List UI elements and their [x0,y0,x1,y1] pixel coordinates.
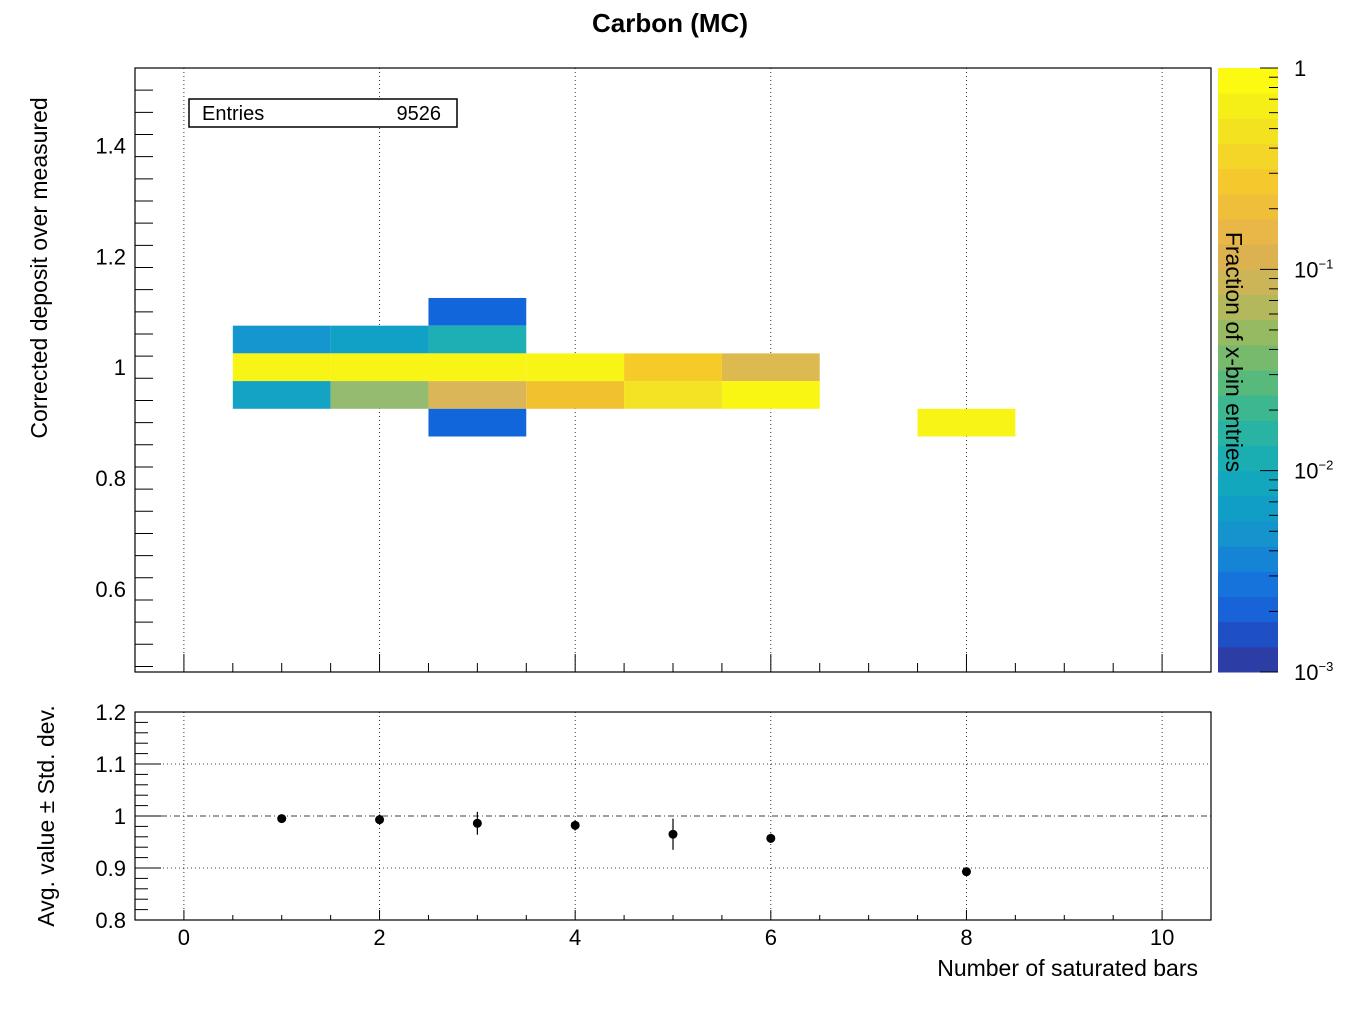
heatmap-cell [428,325,527,354]
x-tick-label: 8 [960,925,972,950]
heatmap-cell [526,381,625,409]
colorbar-segment [1218,93,1278,119]
ratio-panel: 0.8 0.9 1 1.1 1.2 0 2 4 6 8 10 Avg. value ± Std. … [33,700,1212,981]
heatmap-cell [428,297,527,326]
x-axis-label: Number of saturated bars [937,955,1198,981]
colorbar-segment [1218,193,1278,220]
colorbar-segment [1218,219,1278,245]
colorbar-segment [1218,420,1278,446]
colorbar-segment [1218,546,1278,572]
ratio-point [668,829,678,839]
ratio-point [570,820,580,830]
heatmap-cell [721,353,820,382]
colorbar-segment [1218,344,1278,371]
ratio-ticks [134,711,1212,921]
heatmap-cell [917,408,1016,437]
heatmap-y-tick-label: 0.8 [95,466,126,491]
stats-entries-value: 9526 [397,103,442,125]
colorbar-tick-label: 1 [1294,56,1306,81]
colorbar-segment [1218,319,1278,346]
heatmap-cell [232,325,331,354]
colorbar-segment [1218,168,1278,195]
heatmap-y-tick-labels: 0.6 0.8 1 1.2 1.4 [95,134,126,602]
heatmap-cell [232,381,331,409]
colorbar-tick-label: 10−2 [1294,458,1333,484]
heatmap-y-tick-label: 1 [114,355,126,380]
ratio-point [472,818,482,828]
heatmap-panel: 0.6 0.8 1 1.2 1.4 Corrected deposit over mea… [26,67,1212,673]
heatmap-y-tick-label: 1.2 [95,244,126,269]
chart-title: Carbon (MC) [592,8,748,38]
colorbar-segment [1218,571,1278,597]
x-tick-label: 4 [569,925,581,950]
x-tick-label: 2 [373,925,385,950]
colorbar-ticks [1260,67,1278,673]
heatmap-y-axis-label: Corrected deposit over measured [26,97,52,438]
ratio-y-tick-label: 0.9 [95,856,126,881]
colorbar-segment [1218,244,1278,270]
colorbar-tick-labels: 1 10−1 10−2 10−3 [1294,56,1333,685]
ratio-point [277,814,287,824]
x-tick-labels: 0 2 4 6 8 10 [178,925,1175,950]
ratio-point [375,815,385,825]
heatmap-cell [526,353,625,382]
colorbar-segment [1218,370,1278,396]
stats-box-frame [188,98,458,128]
x-tick-label: 0 [178,925,190,950]
ratio-points [277,811,971,877]
colorbar-segment [1218,495,1278,522]
colorbar: 1 10−1 10−2 10−3 Fraction of x-bin entries [1218,56,1333,685]
colorbar-segment [1218,395,1278,421]
stats-box: Entries 9526 [188,98,458,128]
heatmap-cell [624,381,722,409]
heatmap-cell [721,381,820,409]
heatmap-cells [232,297,1016,437]
ratio-y-tick-label: 1 [114,804,126,829]
ratio-grid [135,712,1211,920]
heatmap-cell [428,381,527,409]
ratio-point [766,833,776,843]
heatmap-cell [330,325,429,354]
colorbar-segment [1218,621,1278,648]
heatmap-grid [183,68,1163,672]
heatmap-cell [624,353,722,382]
colorbar-segment [1218,445,1278,472]
colorbar-tick-label: 10−3 [1294,659,1333,685]
ratio-y-tick-labels: 0.8 0.9 1 1.1 1.2 [95,700,126,933]
ratio-y-tick-label: 1.2 [95,700,126,725]
heatmap-y-tick-label: 1.4 [95,134,126,159]
colorbar-tick-label: 10−1 [1294,256,1333,282]
heatmap-cell [330,353,429,382]
heatmap-cell [428,353,527,382]
heatmap-y-tick-label: 0.6 [95,577,126,602]
heatmap-cell [232,353,331,382]
ratio-y-axis-label: Avg. value ± Std. dev. [33,705,59,926]
x-tick-label: 6 [765,925,777,950]
colorbar-segment [1218,646,1278,673]
colorbar-segment [1218,118,1278,144]
colorbar-segment [1218,521,1278,547]
ratio-y-tick-label: 1.1 [95,752,126,777]
colorbar-segment [1218,143,1278,170]
colorbar-segment [1218,470,1278,497]
heatmap-cell [330,381,429,409]
stats-entries-label: Entries [202,103,264,125]
colorbar-label: Fraction of x-bin entries [1221,232,1247,472]
ratio-point [961,867,971,877]
heatmap-cell [428,408,527,437]
colorbar-segment [1218,269,1278,295]
colorbar-segment [1218,294,1278,321]
x-tick-label: 10 [1150,925,1174,950]
colorbar-segment [1218,596,1278,623]
colorbar-gradient [1218,68,1278,673]
ratio-y-tick-label: 0.8 [95,908,126,933]
heatmap-ticks [134,67,1212,672]
colorbar-segment [1218,68,1278,94]
